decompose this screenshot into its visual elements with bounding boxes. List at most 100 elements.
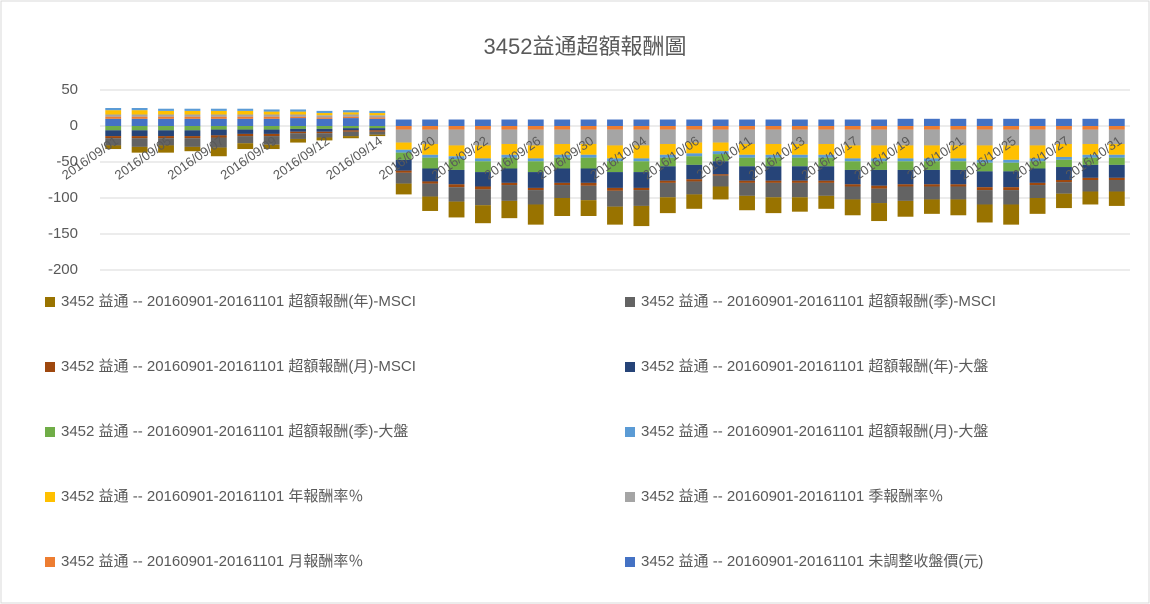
bar-segment bbox=[237, 116, 254, 119]
bar-segment bbox=[791, 166, 808, 181]
bar-segment bbox=[105, 108, 122, 111]
bar-segment bbox=[369, 126, 386, 129]
bar-segment bbox=[976, 187, 993, 191]
bar-segment bbox=[369, 110, 386, 114]
bar-segment bbox=[527, 204, 544, 225]
bar-segment bbox=[422, 129, 439, 144]
bar-segment bbox=[1108, 157, 1125, 165]
bar-segment bbox=[475, 158, 491, 162]
bar-segment bbox=[633, 126, 650, 130]
bar-segment bbox=[316, 131, 333, 134]
bar-segment bbox=[791, 144, 808, 155]
bar-segment bbox=[1056, 144, 1072, 157]
bar-segment bbox=[475, 189, 491, 206]
bar-segment bbox=[659, 180, 676, 183]
bar-segment bbox=[580, 119, 597, 126]
bar-segment bbox=[1108, 154, 1125, 158]
bar-segment bbox=[659, 129, 676, 144]
bar-segment bbox=[765, 180, 782, 183]
bar-segment bbox=[501, 157, 518, 169]
bar-segment bbox=[818, 166, 835, 181]
bar-segment bbox=[712, 119, 729, 126]
bar-segment bbox=[818, 195, 835, 209]
bar-segment bbox=[924, 158, 940, 162]
bar-segment bbox=[1108, 144, 1125, 155]
bar-segment bbox=[950, 169, 967, 185]
bar-segment bbox=[712, 151, 729, 155]
bar-segment bbox=[1082, 129, 1099, 144]
bar-segment bbox=[554, 157, 571, 169]
legend-swatch bbox=[625, 492, 635, 502]
bar-segment bbox=[739, 129, 755, 144]
bar-segment bbox=[395, 119, 412, 126]
bar-segment bbox=[686, 126, 703, 130]
bar-segment bbox=[633, 145, 650, 159]
bar-segment bbox=[501, 168, 518, 183]
bar-segment bbox=[184, 110, 201, 115]
bar-segment bbox=[369, 130, 386, 132]
bar-segment bbox=[342, 126, 359, 129]
bar-segment bbox=[924, 184, 940, 187]
bar-segment bbox=[448, 119, 465, 126]
y-tick-label: 50 bbox=[61, 81, 78, 98]
bar-segment bbox=[686, 194, 703, 209]
bar-segment bbox=[316, 137, 333, 141]
bar-segment bbox=[739, 180, 755, 183]
bar-segment bbox=[871, 119, 888, 126]
bar-segment bbox=[686, 153, 703, 157]
bar-segment bbox=[712, 174, 729, 176]
bar-segment bbox=[1029, 185, 1046, 198]
bar-segment bbox=[237, 110, 254, 115]
bar-segment bbox=[1003, 204, 1020, 225]
bar-segment bbox=[448, 129, 465, 146]
bar-segment bbox=[712, 126, 729, 130]
bar-segment bbox=[290, 109, 306, 112]
legend-label: 3452 益通 -- 20160901-20161101 超額報酬(年)-MSC… bbox=[61, 293, 416, 310]
bar-segment bbox=[739, 144, 755, 155]
bar-segment bbox=[976, 159, 993, 163]
bar-segment bbox=[316, 118, 333, 126]
bar-segment bbox=[290, 128, 306, 132]
bar-segment bbox=[527, 145, 544, 159]
bar-segment bbox=[659, 144, 676, 155]
bar-segment bbox=[105, 116, 122, 119]
bar-segment bbox=[290, 111, 306, 115]
bar-segment bbox=[1082, 180, 1099, 192]
bar-segment bbox=[765, 144, 782, 155]
bar-segment bbox=[316, 117, 333, 119]
bar-segment bbox=[1029, 168, 1046, 183]
bar-segment bbox=[607, 119, 623, 126]
bar-segment bbox=[765, 119, 782, 126]
bar-segment bbox=[237, 133, 254, 137]
bar-segment bbox=[976, 204, 993, 223]
bar-segment bbox=[791, 129, 808, 144]
bar-segment bbox=[976, 129, 993, 146]
bar-segment bbox=[237, 114, 254, 117]
bar-segment bbox=[633, 190, 650, 206]
bar-segment bbox=[791, 197, 808, 212]
bar-segment bbox=[897, 161, 914, 170]
bar-segment bbox=[290, 133, 306, 139]
bar-segment bbox=[448, 156, 465, 160]
bar-segment bbox=[580, 157, 597, 169]
bar-segment bbox=[818, 126, 835, 130]
bar-segment bbox=[342, 136, 359, 139]
bar-segment bbox=[686, 164, 703, 180]
bar-segment bbox=[1003, 129, 1020, 146]
bar-segment bbox=[475, 126, 491, 130]
bar-segment bbox=[105, 145, 122, 150]
bar-segment bbox=[950, 158, 967, 162]
bar-segment bbox=[580, 185, 597, 201]
bar-segment bbox=[1029, 126, 1046, 130]
bar-segment bbox=[475, 119, 491, 126]
bar-segment bbox=[395, 183, 412, 195]
bar-segment bbox=[475, 172, 491, 187]
bar-segment bbox=[1029, 161, 1046, 169]
bar-segment bbox=[184, 116, 201, 119]
bar-segment bbox=[210, 129, 227, 136]
bar-segment bbox=[263, 111, 280, 115]
bar-segment bbox=[422, 144, 439, 155]
bar-segment bbox=[105, 114, 122, 117]
bar-segment bbox=[686, 129, 703, 143]
bar-segment bbox=[290, 126, 306, 129]
